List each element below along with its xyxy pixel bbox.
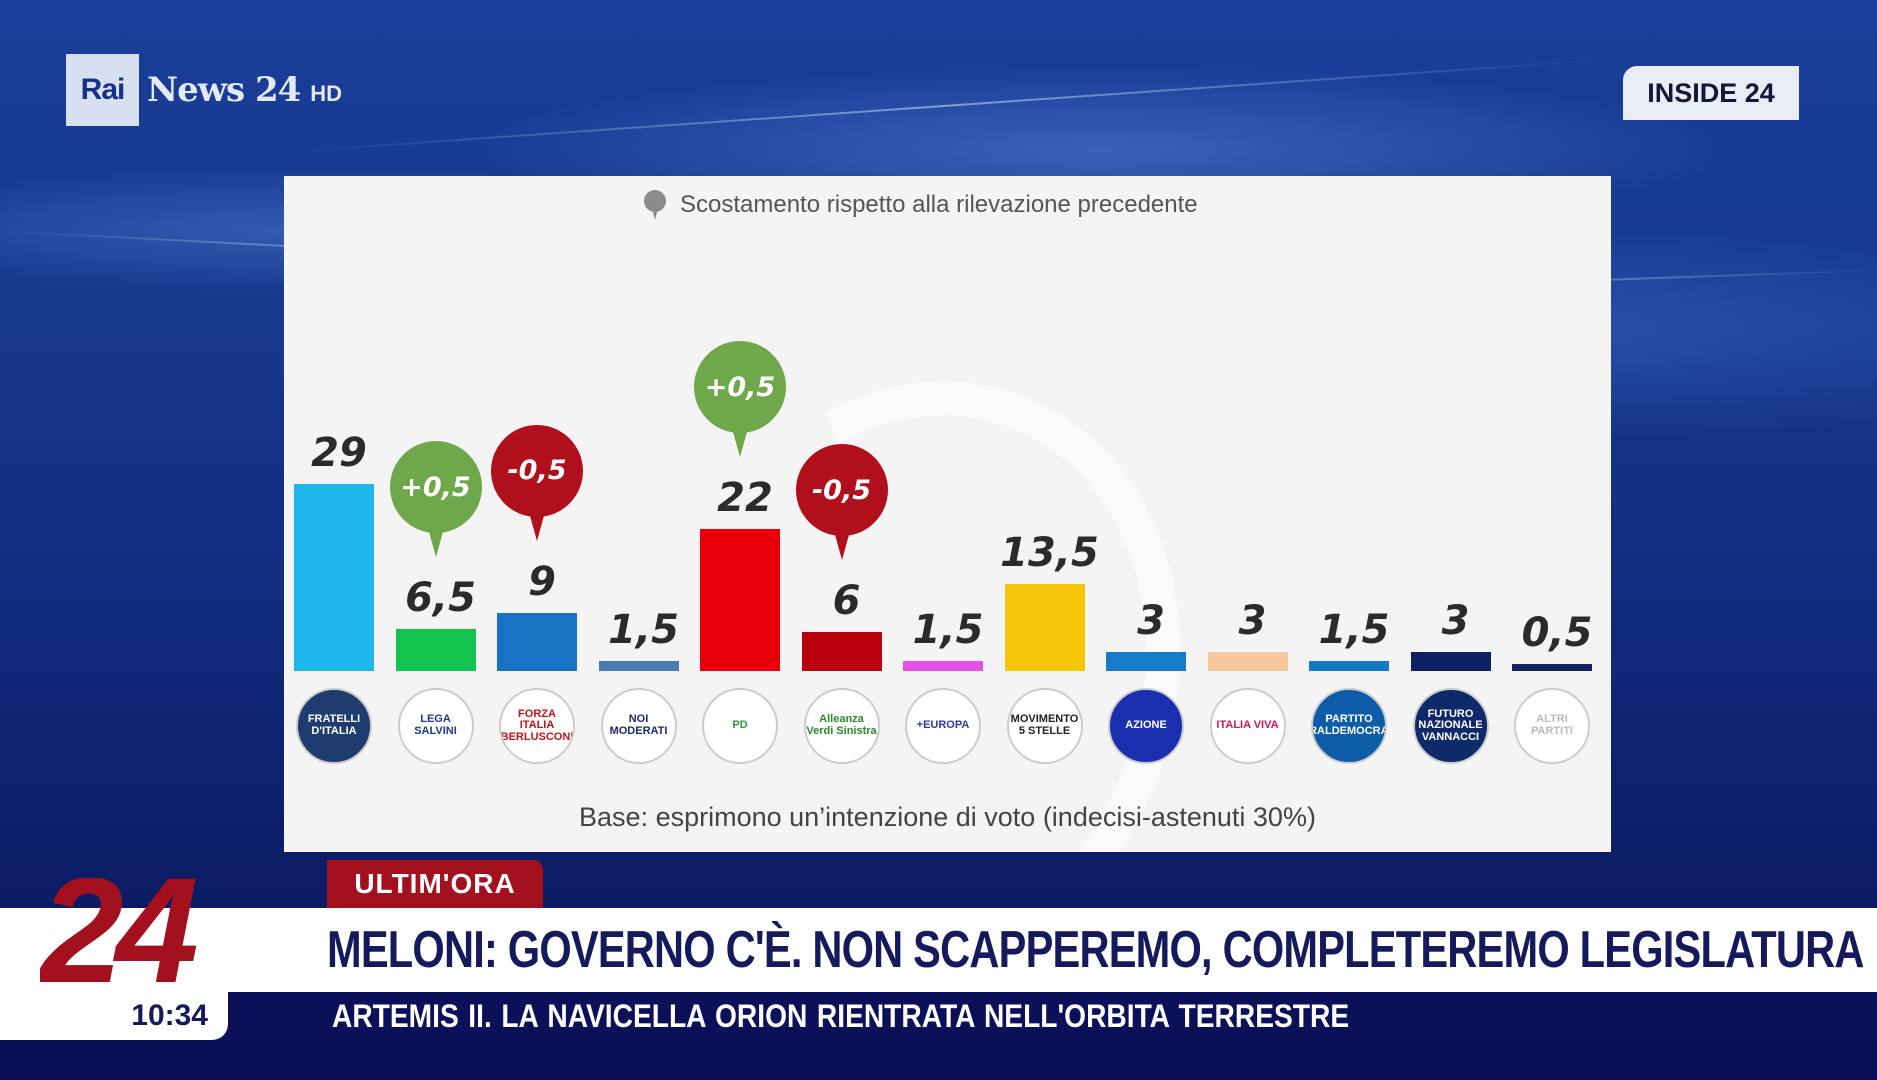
chart-legend: Scostamento rispetto alla rilevazione pr… xyxy=(644,190,1284,220)
legend-label: Scostamento rispetto alla rilevazione pr… xyxy=(680,191,1198,218)
bar-value-label: 3 xyxy=(1238,597,1267,644)
poll-chart-panel: Scostamento rispetto alla rilevazione pr… xyxy=(284,176,1611,852)
party-column: 29 xyxy=(288,176,390,671)
change-value: -0,5 xyxy=(491,424,583,517)
breaking-news-tag: ULTIM'ORA xyxy=(327,860,543,908)
party-logo-icon: ALTRI PARTITI xyxy=(1514,688,1590,764)
party-column: 1,5 xyxy=(1303,176,1405,671)
party-column: 1,5 xyxy=(593,176,695,671)
party-column: 9 -0,5 xyxy=(491,176,593,671)
change-pin-down: -0,5 xyxy=(491,424,583,547)
party-column: 6,5 +0,5 xyxy=(389,176,492,671)
party-logo-icon: Alleanza Verdi Sinistra xyxy=(803,688,880,764)
party-column: 22 +0,5 xyxy=(694,176,796,671)
bar xyxy=(598,661,679,671)
bar-value-label: 22 xyxy=(717,475,773,522)
bar-value-label: 6,5 xyxy=(405,575,476,622)
bar-value-label: 1,5 xyxy=(608,607,679,654)
change-value: +0,5 xyxy=(389,441,482,534)
bar-value-label: 29 xyxy=(311,429,367,476)
hd-label: HD xyxy=(310,81,343,106)
bar-value-label: 3 xyxy=(1441,597,1470,644)
change-pin-up: +0,5 xyxy=(694,341,786,463)
bar-value-label: 9 xyxy=(528,558,556,605)
party-logo-icon: FRATELLI D'ITALIA xyxy=(296,688,372,764)
party-logo-icon: AZIONE xyxy=(1108,688,1184,764)
bar xyxy=(801,632,882,671)
bar xyxy=(497,612,577,671)
change-pin-up: +0,5 xyxy=(389,441,482,563)
bar xyxy=(1207,651,1288,671)
party-logo-icon: LEGA SALVINI xyxy=(397,688,474,764)
clock: 10:34 xyxy=(0,992,228,1040)
party-column: 13,5 xyxy=(999,176,1101,671)
bar-value-label: 1,5 xyxy=(1318,607,1390,654)
rai-news24-logo: Rai News 24 HD xyxy=(66,54,342,126)
bar-value-label: 1,5 xyxy=(912,607,984,654)
bar xyxy=(1512,664,1592,671)
map-pin-icon xyxy=(644,190,666,220)
bar xyxy=(1410,651,1491,671)
bar xyxy=(1106,651,1186,671)
party-logo-icon: FORZA ITALIA BERLUSCONI xyxy=(499,688,575,764)
ticker-bar xyxy=(228,992,1877,1040)
channel-24-graphic: 24 xyxy=(40,878,288,993)
party-logo-row: FRATELLI D'ITALIA LEGA SALVINI FORZA ITALI… xyxy=(284,676,1611,776)
bar xyxy=(700,529,780,671)
bar-value-label: 3 xyxy=(1137,597,1165,644)
party-logo-icon: +EUROPA xyxy=(905,688,981,764)
background-light-streak xyxy=(299,59,1597,152)
party-column: 3 xyxy=(1202,176,1304,671)
change-value: +0,5 xyxy=(694,341,786,434)
party-column: 0,5 xyxy=(1506,176,1608,671)
party-logo-icon: PD xyxy=(702,688,778,764)
rai-logo-box: Rai xyxy=(66,54,139,126)
headline-bar xyxy=(0,908,1877,992)
bar xyxy=(395,629,476,671)
bar xyxy=(1309,661,1389,671)
headline-text: MELONI: GOVERNO C'È. NON SCAPPEREMO, COM… xyxy=(327,921,1864,979)
party-column: 6 -0,5 xyxy=(795,176,898,671)
bar-plot-area: 29 6,5 +0,5 9 -0,5 1,5 22 +0,5 6 -0,5 1,5 13,5 3 3 1,5… xyxy=(284,176,1611,671)
party-logo-icon: ITALIA VIVA xyxy=(1209,688,1286,764)
bottom-strip xyxy=(0,1040,1877,1080)
party-logo-icon: NOI MODERATI xyxy=(600,688,677,764)
bar xyxy=(1004,583,1085,671)
party-column: 1,5 xyxy=(897,176,999,671)
party-logo-icon: PARTITO LIBERALDEMOCRATICO xyxy=(1311,688,1387,764)
bar-value-label: 0,5 xyxy=(1521,610,1593,656)
party-column: 3 xyxy=(1405,176,1507,671)
bar xyxy=(903,661,983,671)
chart-footnote: Base: esprimono un’intenzione di voto (i… xyxy=(579,802,1316,832)
bar-value-label: 6 xyxy=(832,578,861,625)
bar xyxy=(294,483,374,671)
program-badge: INSIDE 24 xyxy=(1623,66,1799,120)
channel-name: News 24 xyxy=(147,70,301,110)
change-pin-down: -0,5 xyxy=(795,444,888,566)
ticker-text: ARTEMIS II. LA NAVICELLA ORION RIENTRATA… xyxy=(332,997,1350,1034)
channel-number: 24 xyxy=(40,878,199,993)
change-value: -0,5 xyxy=(795,444,888,537)
party-column: 3 xyxy=(1100,176,1202,671)
bar-value-label: 13,5 xyxy=(1000,529,1099,576)
party-logo-icon: FUTURO NAZIONALE VANNACCI xyxy=(1412,688,1489,764)
party-logo-icon: MOVIMENTO 5 STELLE xyxy=(1006,688,1083,764)
